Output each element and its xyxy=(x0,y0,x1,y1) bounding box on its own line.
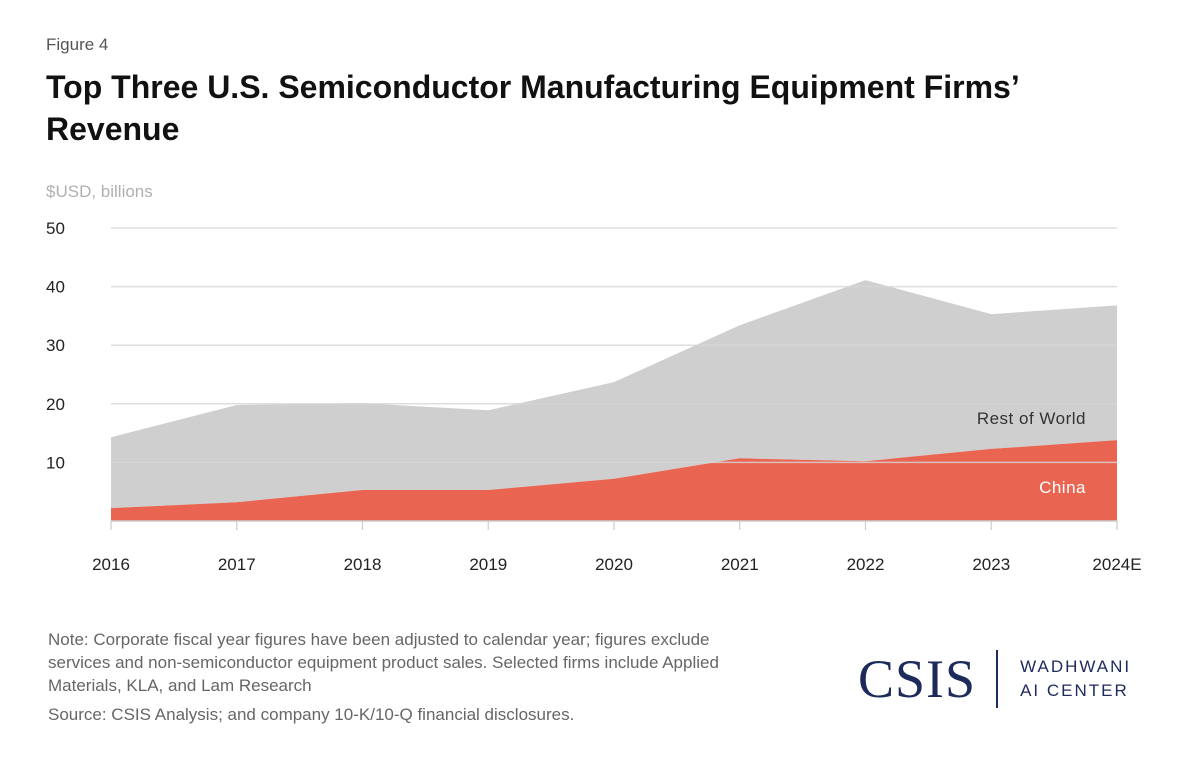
chart-title: Top Three U.S. Semiconductor Manufacturi… xyxy=(46,69,1018,147)
area-chart: 10 20 30 40 50 2016 2017 2018 2019 2020 2021 2022 20… xyxy=(46,219,1142,574)
x-tick-label: 2024E xyxy=(1092,555,1141,574)
logo-divider xyxy=(996,650,999,708)
area-rest-of-world xyxy=(111,280,1117,509)
x-tick-label: 2022 xyxy=(847,555,885,574)
x-tick-label: 2023 xyxy=(972,555,1010,574)
x-tick-label: 2017 xyxy=(218,555,256,574)
y-tick-label: 50 xyxy=(46,219,65,238)
csis-wadhwani-logo: CSIS WADHWANI AI CENTER xyxy=(858,649,1131,709)
x-tick-label: 2021 xyxy=(721,555,759,574)
logo-csis: CSIS xyxy=(858,649,977,709)
x-tick-label: 2018 xyxy=(344,555,382,574)
logo-wadhwani: WADHWANI AI CENTER xyxy=(1020,655,1131,703)
logo-line2: AI CENTER xyxy=(1020,681,1129,700)
x-tick-label: 2019 xyxy=(469,555,507,574)
chart-note: Note: Corporate fiscal year figures have… xyxy=(48,630,719,695)
chart-source: Source: CSIS Analysis; and company 10-K/… xyxy=(48,705,575,724)
y-tick-label: 20 xyxy=(46,395,65,414)
y-axis-unit: $USD, billions xyxy=(46,182,153,201)
figure-label: Figure 4 xyxy=(46,35,109,54)
label-china: China xyxy=(1039,478,1086,497)
x-tick-label: 2020 xyxy=(595,555,633,574)
x-tick-label: 2016 xyxy=(92,555,130,574)
y-tick-label: 40 xyxy=(46,278,65,297)
y-tick-label: 30 xyxy=(46,336,65,355)
logo-line1: WADHWANI xyxy=(1020,657,1132,676)
area-china xyxy=(111,440,1117,521)
y-tick-label: 10 xyxy=(46,453,65,472)
label-rest-of-world: Rest of World xyxy=(977,409,1086,428)
